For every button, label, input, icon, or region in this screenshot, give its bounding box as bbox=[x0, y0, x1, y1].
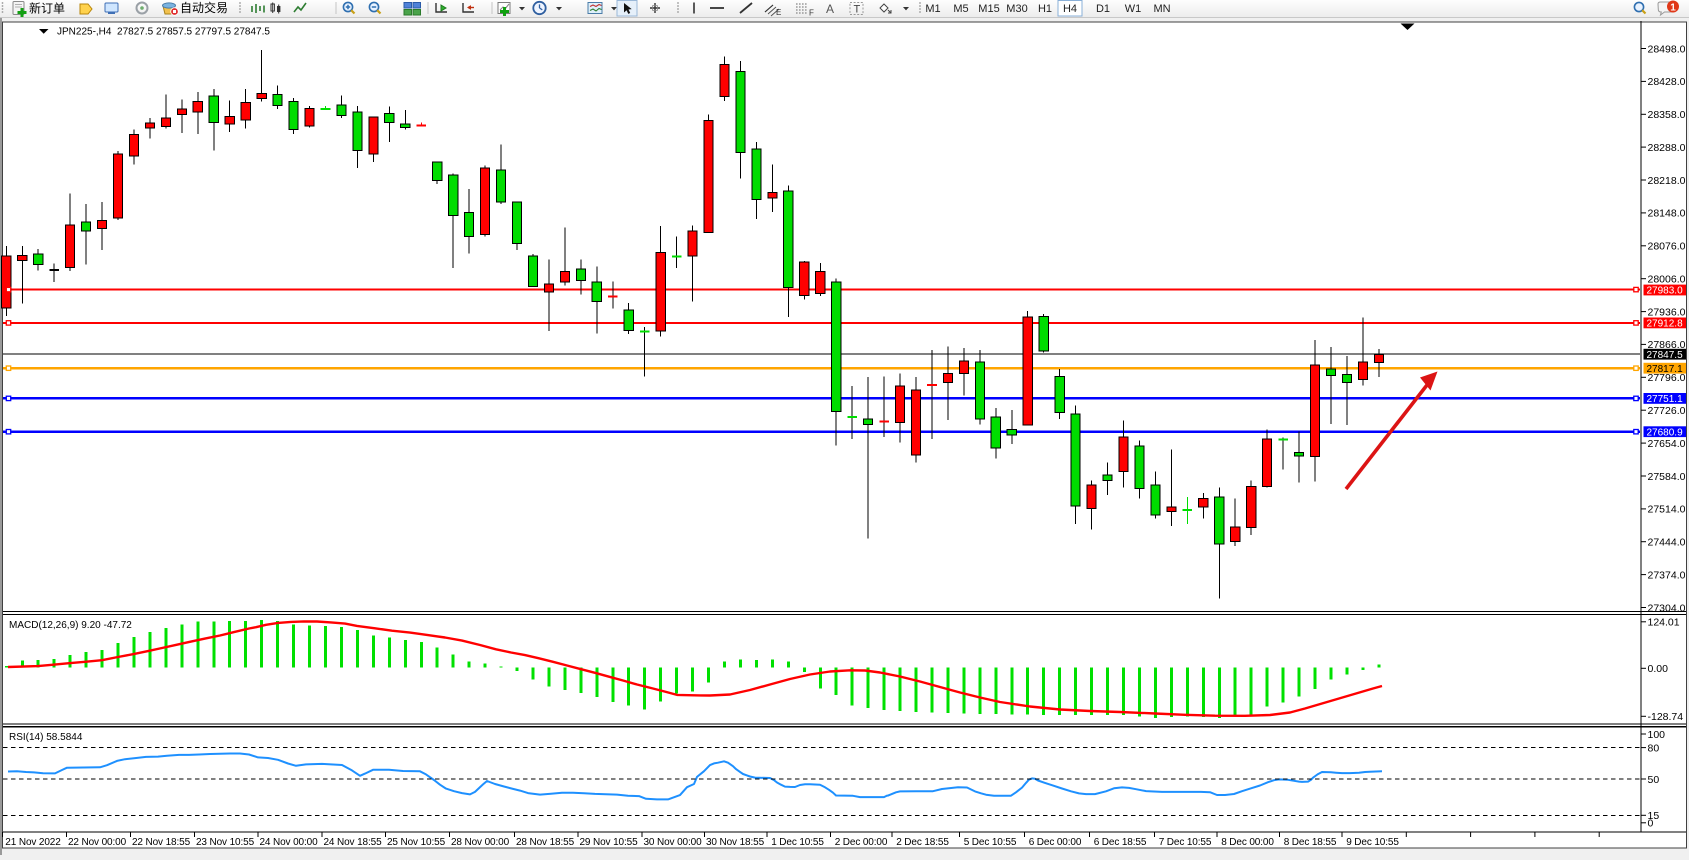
svg-text:MN: MN bbox=[1153, 3, 1170, 15]
svg-text:T: T bbox=[854, 4, 861, 16]
svg-text:2 Dec 18:55: 2 Dec 18:55 bbox=[896, 837, 949, 848]
svg-text:MACD(12,26,9) 9.20 -47.72: MACD(12,26,9) 9.20 -47.72 bbox=[9, 620, 132, 631]
svg-text:M15: M15 bbox=[978, 3, 999, 15]
svg-text:24 Nov 18:55: 24 Nov 18:55 bbox=[323, 837, 382, 848]
svg-text:F: F bbox=[809, 9, 814, 18]
svg-text:H1: H1 bbox=[1038, 3, 1052, 15]
svg-text:M5: M5 bbox=[953, 3, 968, 15]
svg-text:30 Nov 18:55: 30 Nov 18:55 bbox=[706, 837, 765, 848]
svg-text:W1: W1 bbox=[1125, 3, 1142, 15]
svg-text:28076.0: 28076.0 bbox=[1648, 241, 1686, 253]
svg-text:自动交易: 自动交易 bbox=[180, 0, 228, 15]
svg-text:28358.0: 28358.0 bbox=[1648, 109, 1686, 121]
svg-text:8 Dec 18:55: 8 Dec 18:55 bbox=[1284, 837, 1337, 848]
svg-text:27912.8: 27912.8 bbox=[1647, 319, 1684, 330]
svg-text:A: A bbox=[826, 2, 834, 16]
svg-text:6 Dec 18:55: 6 Dec 18:55 bbox=[1094, 837, 1147, 848]
svg-text:1 Dec 10:55: 1 Dec 10:55 bbox=[771, 837, 824, 848]
svg-text:124.01: 124.01 bbox=[1648, 617, 1680, 629]
svg-text:M30: M30 bbox=[1006, 3, 1027, 15]
svg-text:27374.0: 27374.0 bbox=[1648, 569, 1686, 581]
svg-text:22 Nov 18:55: 22 Nov 18:55 bbox=[132, 837, 191, 848]
svg-text:RSI(14) 58.5844: RSI(14) 58.5844 bbox=[9, 732, 83, 743]
svg-text:27866.0: 27866.0 bbox=[1648, 339, 1686, 351]
svg-text:80: 80 bbox=[1648, 742, 1660, 754]
svg-text:27817.1: 27817.1 bbox=[1647, 364, 1684, 375]
svg-text:28288.0: 28288.0 bbox=[1648, 142, 1686, 154]
svg-text:100: 100 bbox=[1648, 729, 1666, 741]
svg-text:E: E bbox=[776, 8, 781, 17]
svg-text:6 Dec 00:00: 6 Dec 00:00 bbox=[1029, 837, 1082, 848]
svg-text:28 Nov 18:55: 28 Nov 18:55 bbox=[516, 837, 575, 848]
svg-text:28 Nov 00:00: 28 Nov 00:00 bbox=[451, 837, 510, 848]
svg-text:28218.0: 28218.0 bbox=[1648, 175, 1686, 187]
svg-text:28148.0: 28148.0 bbox=[1648, 208, 1686, 220]
svg-text:28006.0: 28006.0 bbox=[1648, 274, 1686, 286]
svg-text:21 Nov 2022: 21 Nov 2022 bbox=[5, 837, 61, 848]
svg-text:23 Nov 10:55: 23 Nov 10:55 bbox=[196, 837, 255, 848]
svg-text:28428.0: 28428.0 bbox=[1648, 76, 1686, 88]
svg-text:29 Nov 10:55: 29 Nov 10:55 bbox=[579, 837, 638, 848]
svg-text:25 Nov 10:55: 25 Nov 10:55 bbox=[387, 837, 446, 848]
svg-text:27304.0: 27304.0 bbox=[1648, 602, 1686, 614]
svg-text:27726.0: 27726.0 bbox=[1648, 405, 1686, 417]
svg-text:24 Nov 00:00: 24 Nov 00:00 bbox=[259, 837, 318, 848]
svg-text:JPN225-,H4 27827.5 27857.5 27: JPN225-,H4 27827.5 27857.5 27797.5 27847… bbox=[57, 27, 270, 38]
svg-text:30 Nov 00:00: 30 Nov 00:00 bbox=[643, 837, 702, 848]
svg-text:22 Nov 00:00: 22 Nov 00:00 bbox=[68, 837, 127, 848]
svg-text:27680.9: 27680.9 bbox=[1647, 427, 1684, 438]
svg-text:M1: M1 bbox=[925, 3, 940, 15]
svg-text:27796.0: 27796.0 bbox=[1648, 372, 1686, 384]
svg-text:新订单: 新订单 bbox=[29, 1, 65, 16]
svg-text:H4: H4 bbox=[1063, 3, 1077, 15]
svg-text:15: 15 bbox=[1648, 810, 1660, 822]
svg-text:27936.0: 27936.0 bbox=[1648, 306, 1686, 318]
svg-text:27983.0: 27983.0 bbox=[1647, 286, 1684, 297]
svg-text:1: 1 bbox=[1670, 3, 1676, 14]
svg-text:27654.0: 27654.0 bbox=[1648, 438, 1686, 450]
svg-text:27751.1: 27751.1 bbox=[1647, 394, 1684, 405]
svg-text:28498.0: 28498.0 bbox=[1648, 43, 1686, 55]
svg-text:50: 50 bbox=[1648, 774, 1660, 786]
svg-text:5 Dec 10:55: 5 Dec 10:55 bbox=[964, 837, 1017, 848]
svg-text:2 Dec 00:00: 2 Dec 00:00 bbox=[835, 837, 888, 848]
svg-text:8 Dec 00:00: 8 Dec 00:00 bbox=[1221, 837, 1274, 848]
svg-text:9 Dec 10:55: 9 Dec 10:55 bbox=[1346, 837, 1399, 848]
svg-text:-128.74: -128.74 bbox=[1648, 711, 1684, 723]
svg-text:27584.0: 27584.0 bbox=[1648, 471, 1686, 483]
svg-text:7 Dec 10:55: 7 Dec 10:55 bbox=[1159, 837, 1212, 848]
svg-text:0.00: 0.00 bbox=[1648, 663, 1669, 675]
svg-text:0: 0 bbox=[1648, 818, 1654, 830]
svg-text:27444.0: 27444.0 bbox=[1648, 537, 1686, 549]
svg-text:27847.5: 27847.5 bbox=[1647, 350, 1684, 361]
svg-text:27514.0: 27514.0 bbox=[1648, 504, 1686, 516]
svg-text:D1: D1 bbox=[1096, 3, 1110, 15]
